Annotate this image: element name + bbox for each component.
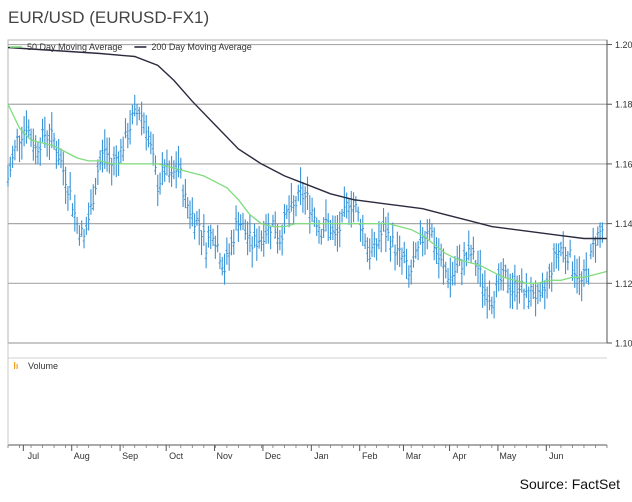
volume-label: Volume <box>28 361 58 371</box>
legend-label-2: 200 Day Moving Average <box>151 42 251 52</box>
price-area <box>6 94 604 319</box>
x-tick-label-nov: Nov <box>217 451 234 461</box>
volume-legend-swatch <box>14 362 16 369</box>
y-axis: 1.10 1.12 1.14 1.16 1.18 1.20 <box>606 40 632 349</box>
x-tick-label-jun: Jun <box>549 451 564 461</box>
y-tick-label: 1.18 <box>615 100 632 110</box>
chart-title: EUR/USD (EURUSD-FX1) <box>8 8 210 27</box>
ma200-line <box>7 46 607 240</box>
x-tick-label-may: May <box>499 451 517 461</box>
x-tick-label-jan: Jan <box>314 451 329 461</box>
volume-legend-swatch <box>16 364 18 369</box>
ma200-line-group <box>7 46 607 240</box>
x-tick-label-jul: Jul <box>28 451 40 461</box>
legend: 50 Day Moving Average 200 Day Moving Aver… <box>10 42 252 52</box>
x-axis: Jul Aug Sep Oct Nov Dec Jan Feb Mar Apr May Jun <box>7 343 608 461</box>
x-tick-label-mar: Mar <box>406 451 422 461</box>
x-tick-label-dec: Dec <box>265 451 282 461</box>
x-tick-label-aug: Aug <box>74 451 90 461</box>
y-tick-label: 1.16 <box>615 159 632 169</box>
source-credit: Source: FactSet <box>519 476 620 492</box>
volume-panel: Volume <box>14 361 58 371</box>
ma50-line-group <box>7 103 608 284</box>
ma50-line <box>7 103 608 284</box>
x-tick-label-oct: Oct <box>169 451 184 461</box>
y-tick-label: 1.12 <box>615 279 632 289</box>
y-tick-label: 1.14 <box>615 219 632 229</box>
x-tick-label-sep: Sep <box>122 451 138 461</box>
y-tick-label: 1.20 <box>615 40 632 50</box>
legend-label-1: 50 Day Moving Average <box>27 42 122 52</box>
x-tick-label-feb: Feb <box>362 451 378 461</box>
y-tick-label: 1.10 <box>615 339 632 349</box>
x-tick-label-apr: Apr <box>453 451 467 461</box>
